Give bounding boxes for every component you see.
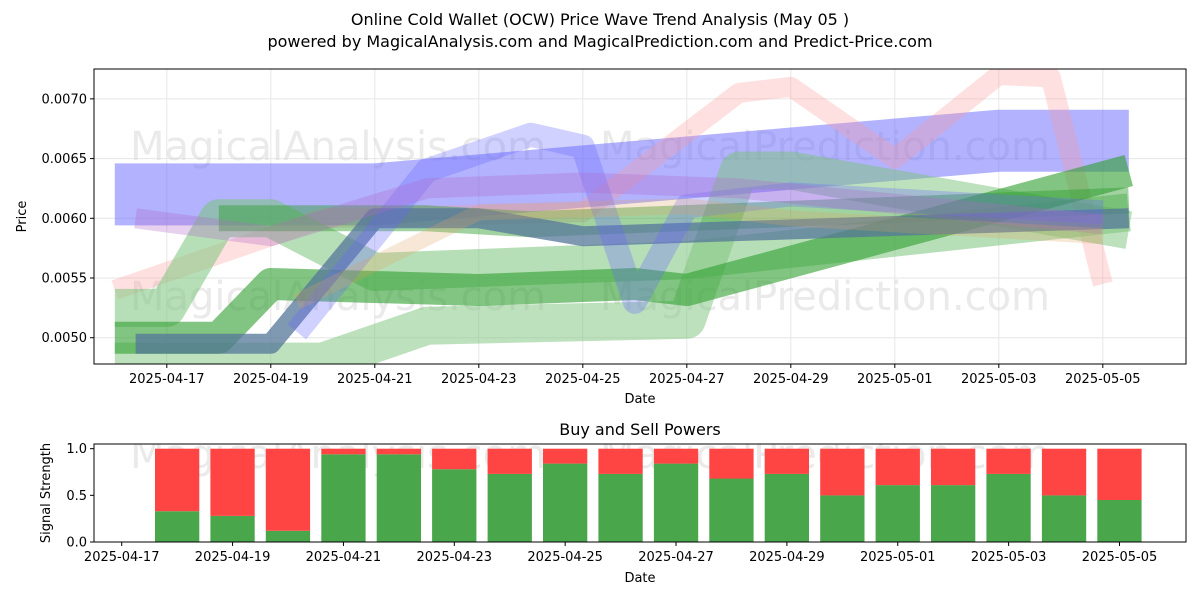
main-x-tick-label: 2025-05-03	[961, 372, 1037, 387]
main-x-tick-label: 2025-04-27	[649, 372, 725, 387]
sell-bar	[1097, 448, 1142, 500]
sub-x-tick-label: 2025-04-19	[195, 550, 271, 565]
series-group	[111, 69, 1133, 364]
sub-x-axis-label: Date	[624, 571, 655, 586]
sub-x-tick-label: 2025-04-21	[306, 550, 382, 565]
sell-bar	[543, 448, 588, 464]
buy-bar	[931, 485, 976, 542]
sell-bar	[155, 448, 200, 512]
main-x-tick-label: 2025-05-05	[1065, 372, 1141, 387]
sub-x-tick-label: 2025-04-25	[527, 550, 603, 565]
buy-bar	[1097, 500, 1142, 542]
buy-bar	[321, 454, 366, 542]
sell-bar	[986, 448, 1031, 474]
main-x-tick-label: 2025-04-23	[441, 372, 517, 387]
series-line-7	[287, 122, 1104, 340]
sell-bar	[764, 448, 809, 474]
sell-bar	[875, 448, 920, 486]
buy-bar	[487, 473, 532, 542]
buy-bar	[598, 473, 643, 542]
main-x-tick-label: 2025-05-01	[857, 372, 933, 387]
series-line-0	[114, 109, 1129, 226]
buy-bar	[432, 469, 477, 542]
main-x-tick-label: 2025-04-29	[753, 372, 829, 387]
main-y-tick-label: 0.0065	[42, 152, 88, 167]
sell-bar	[598, 448, 643, 474]
sell-bar	[210, 448, 255, 516]
main-x-axis-label: Date	[624, 392, 655, 407]
main-x-tick-label: 2025-04-17	[129, 372, 205, 387]
sub-x-tick-label: 2025-04-29	[749, 550, 825, 565]
series-line-6	[135, 208, 1130, 354]
sub-plot-frame	[93, 443, 1187, 543]
series-line-2	[114, 193, 1131, 327]
sub-y-axis-label: Signal Strength	[39, 443, 54, 543]
sub-x-tick-label: 2025-05-01	[860, 550, 936, 565]
buy-bar	[653, 463, 699, 542]
buy-bar	[820, 495, 865, 542]
main-y-tick-label: 0.0070	[42, 92, 88, 107]
sell-bar	[432, 448, 477, 470]
main-x-tick-label: 2025-04-21	[337, 372, 413, 387]
main-y-tick-label: 0.0060	[42, 212, 88, 227]
buy-bar	[155, 511, 200, 542]
sell-bar	[653, 448, 699, 464]
chart-title: Online Cold Wallet (OCW) Price Wave Tren…	[350, 10, 850, 29]
buy-bar	[376, 454, 421, 542]
buy-bar	[709, 478, 754, 542]
main-plot-frame	[93, 68, 1187, 365]
main-x-tick-label: 2025-04-19	[233, 372, 309, 387]
sub-x-tick-label: 2025-04-23	[417, 550, 493, 565]
sub-x-tick-label: 2025-05-03	[971, 550, 1047, 565]
buy-bar	[875, 485, 920, 542]
buy-bar	[210, 515, 255, 542]
buy-bar	[1041, 495, 1087, 542]
sell-bar	[321, 448, 366, 455]
sell-bar	[265, 448, 311, 531]
sub-y-tick-label: 0.0	[66, 536, 87, 551]
sell-bar	[487, 448, 532, 474]
subplot-title: Buy and Sell Powers	[559, 420, 721, 439]
series-line-3	[114, 151, 1133, 364]
sub-x-tick-label: 2025-05-05	[1082, 550, 1158, 565]
sell-bar	[376, 448, 421, 455]
buy-bar	[764, 473, 809, 542]
series-line-8	[134, 172, 1104, 247]
sub-y-tick-label: 0.5	[66, 489, 87, 504]
chart-subtitle: powered by MagicalAnalysis.com and Magic…	[267, 32, 933, 51]
sub-x-tick-label: 2025-04-17	[84, 550, 160, 565]
series-line-9	[293, 198, 1104, 310]
main-y-tick-label: 0.0055	[42, 272, 88, 287]
sell-bar	[931, 448, 976, 486]
main-y-axis-label: Price	[15, 201, 30, 233]
buy-bar	[986, 473, 1031, 542]
buy-bar	[265, 530, 311, 542]
sell-bar	[709, 448, 754, 479]
buy-bar	[543, 463, 588, 542]
main-x-tick-label: 2025-04-25	[545, 372, 621, 387]
sub-x-tick-label: 2025-04-27	[638, 550, 714, 565]
sub-y-tick-label: 1.0	[66, 442, 87, 457]
sell-bar	[1041, 448, 1087, 496]
main-y-tick-label: 0.0050	[42, 331, 88, 346]
sell-bar	[820, 448, 865, 496]
